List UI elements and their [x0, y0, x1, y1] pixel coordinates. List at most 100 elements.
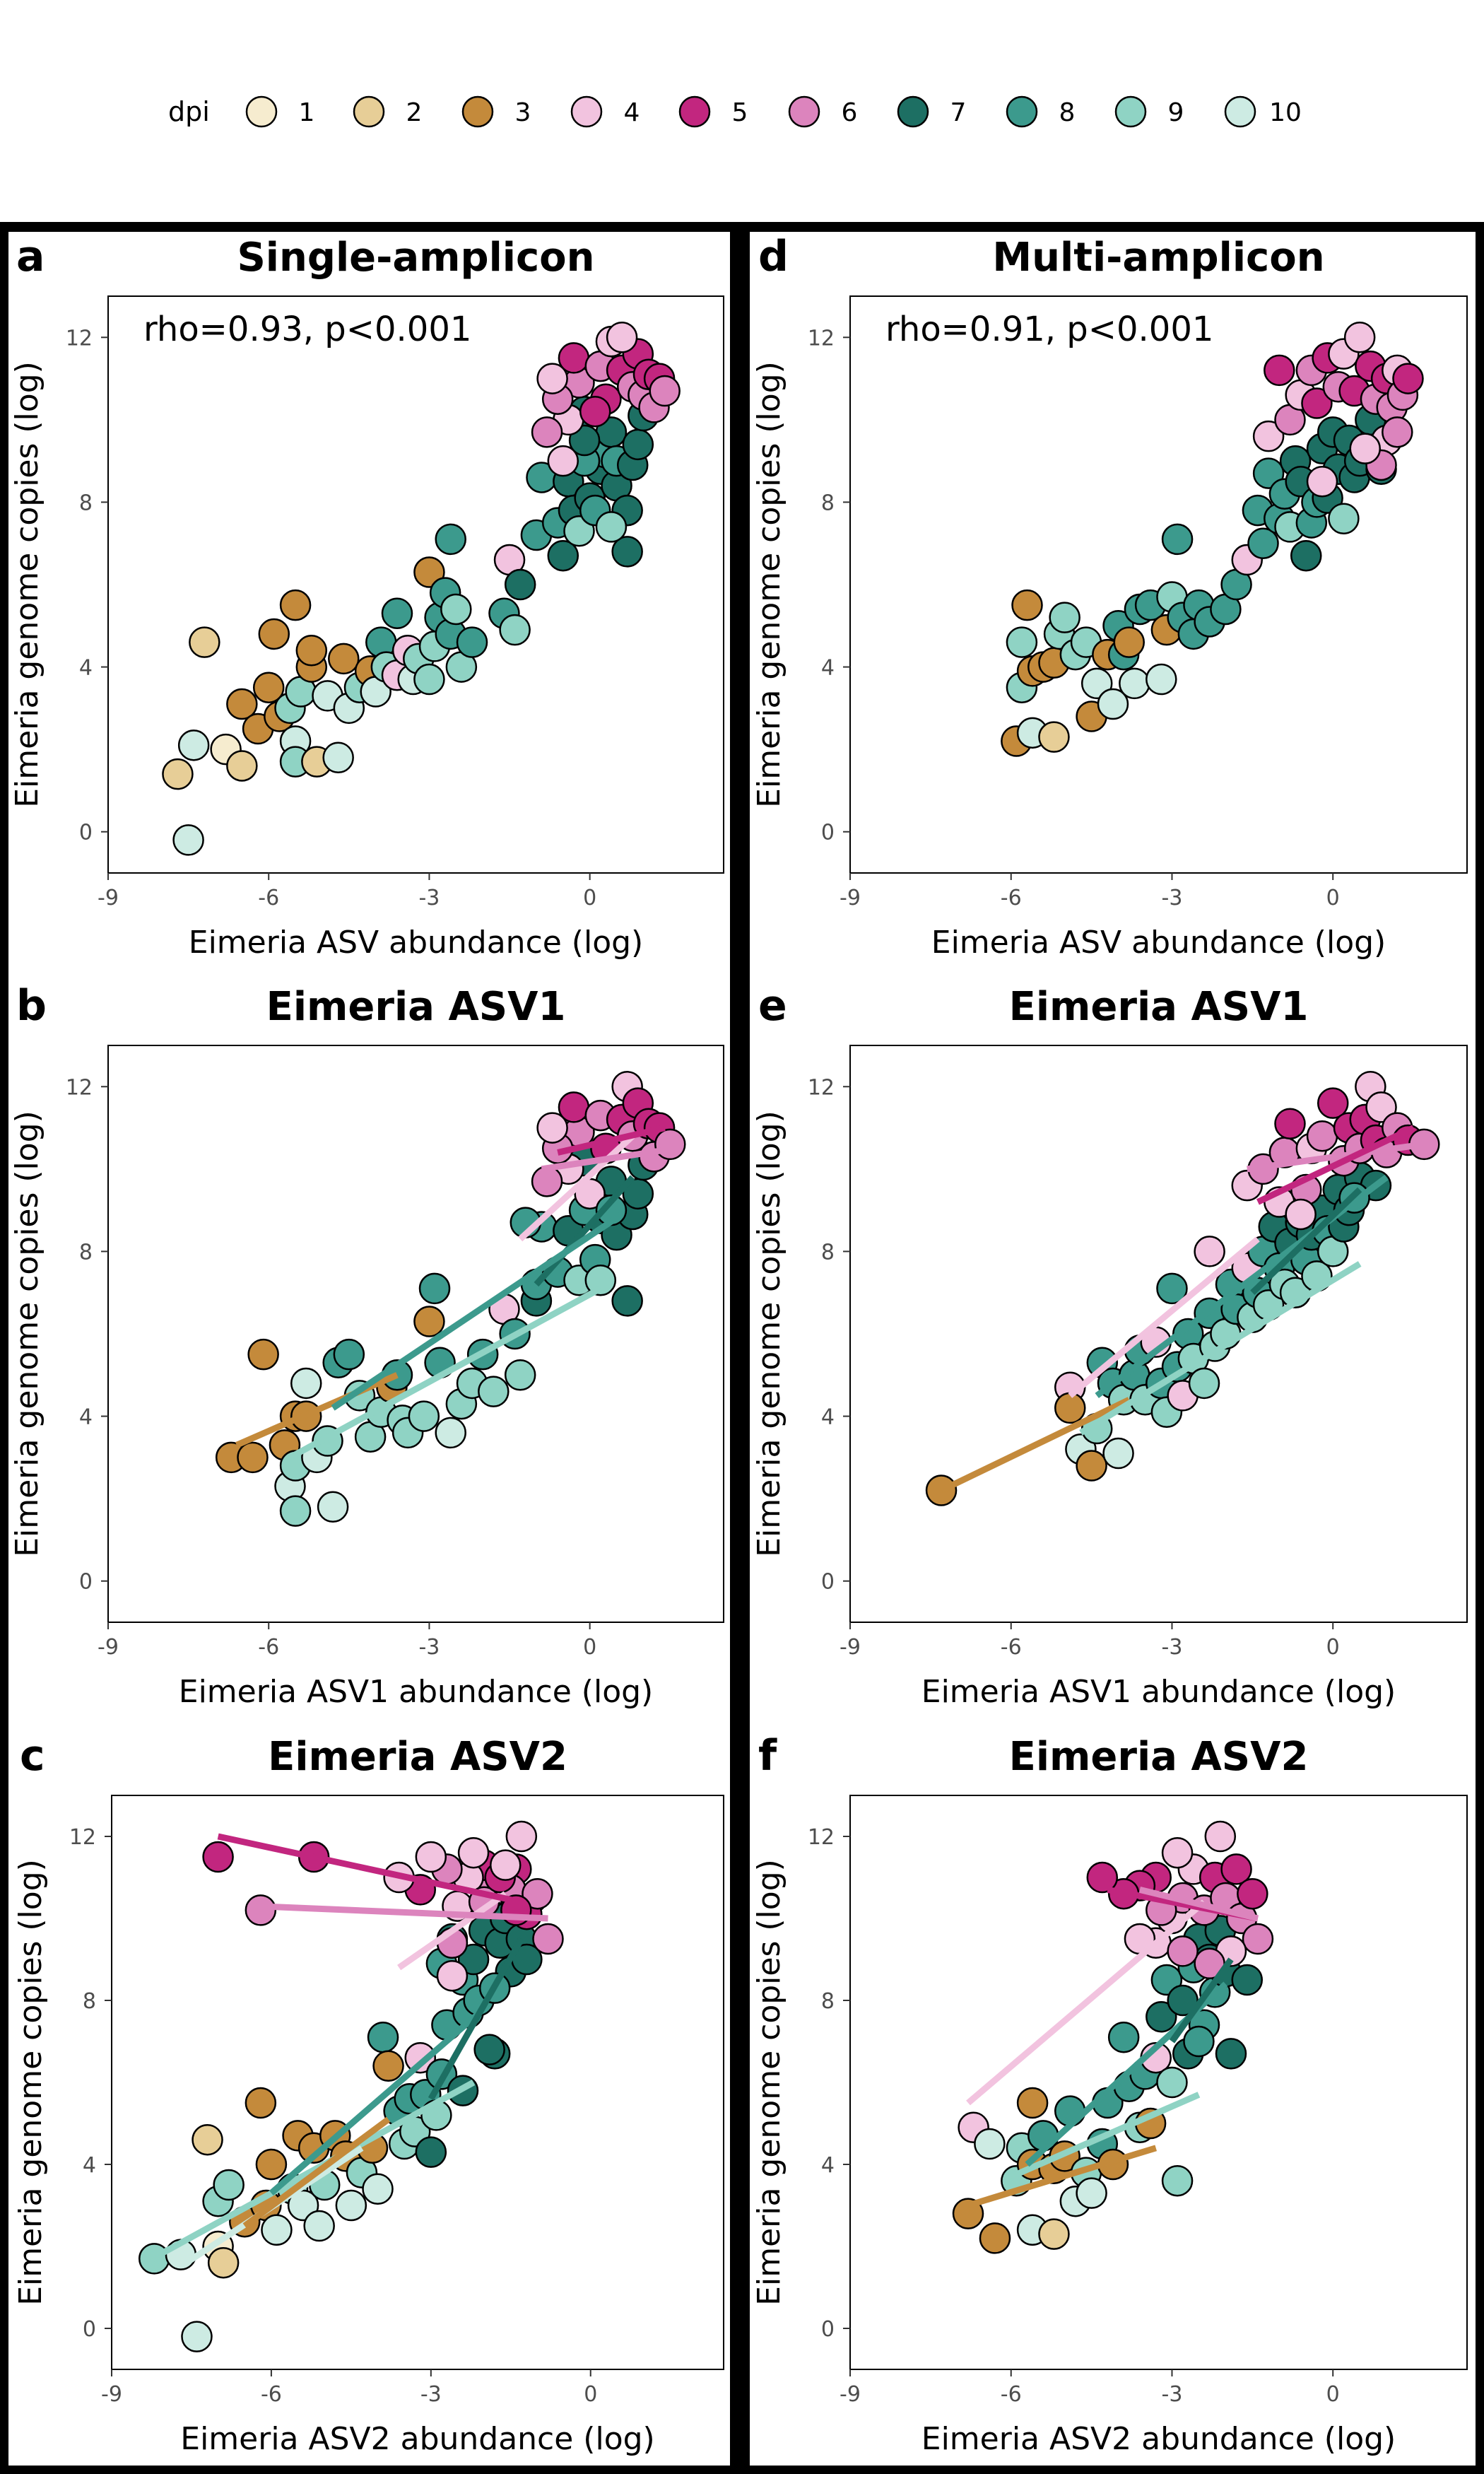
legend-label-dpi-8: 8 [1059, 98, 1076, 127]
data-point-dpi-7 [1231, 1964, 1264, 1996]
fit-line-dpi-7 [1169, 1957, 1234, 2044]
data-point-dpi-8 [435, 523, 466, 556]
data-point-dpi-3 [295, 635, 328, 667]
annotation-d: rho=0.91, p<0.001 [885, 310, 1213, 349]
data-point-dpi-4 [1161, 1836, 1194, 1869]
x-tick-label: 0 [1326, 2382, 1340, 2407]
annotation-a: rho=0.93, p<0.001 [143, 310, 471, 349]
fit-line-dpi-6 [541, 1145, 676, 1173]
data-point-dpi-10 [1146, 663, 1177, 696]
panel-d: Multi-amplicon d -9 -6 -3 0 0 4 8 12 Eimeria ASV a… [751, 232, 1468, 961]
x-tick-label: -9 [101, 2382, 122, 2407]
x-tick-label: 0 [1326, 886, 1340, 910]
data-point-dpi-9 [595, 511, 628, 543]
y-tick-label: 8 [821, 1989, 835, 2014]
x-tick-label: -6 [258, 1635, 279, 1660]
x-tick-label: 0 [584, 2382, 597, 2407]
data-point-dpi-8 [333, 1338, 365, 1371]
legend-key-dpi-8 [1006, 95, 1038, 128]
data-point-dpi-10 [303, 2210, 335, 2242]
data-point-dpi-5 [1237, 1877, 1268, 1910]
data-point-dpi-2 [207, 2246, 240, 2279]
data-point-dpi-10 [290, 1367, 322, 1400]
data-point-dpi-3 [413, 556, 445, 588]
y-tick-label: 12 [808, 1825, 835, 1850]
x-tick-label: -3 [420, 2382, 442, 2407]
data-point-dpi-3 [1076, 1450, 1107, 1482]
data-point-dpi-3 [245, 2087, 277, 2119]
fit-line-dpi-9 [288, 1285, 602, 1460]
panel-letter-d: d [758, 232, 789, 281]
data-point-dpi-4 [404, 2041, 437, 2074]
data-point-dpi-10 [335, 2189, 367, 2222]
data-point-dpi-3 [413, 1306, 445, 1337]
data-point-dpi-7 [568, 424, 601, 457]
data-point-dpi-9 [1156, 2066, 1188, 2099]
y-axis-label-a: Eimeria genome copies (log) [9, 361, 45, 808]
x-axis-label-a: Eimeria ASV abundance (log) [189, 925, 643, 961]
x-axis-label-b: Eimeria ASV1 abundance (log) [179, 1674, 653, 1710]
data-point-dpi-4 [536, 1112, 568, 1144]
data-point-dpi-8 [1247, 527, 1279, 559]
data-point-dpi-5 [1264, 354, 1295, 387]
panels: Single-amplicon a -9 -6 -3 0 0 4 8 12 Eimeria ASV … [9, 232, 1468, 2457]
data-point-dpi-5 [1301, 387, 1333, 419]
x-axis-label-c: Eimeria ASV2 abundance (log) [180, 2421, 654, 2457]
x-tick-label: -3 [1162, 886, 1183, 910]
legend-key-dpi-3 [461, 95, 494, 128]
panel-b: Eimeria ASV1 b -9 -6 -3 0 0 4 8 12 Eimeria ASV1 ab… [9, 981, 724, 1710]
x-tick-label: -6 [1001, 886, 1022, 910]
legend-label-dpi-7: 7 [950, 98, 967, 127]
data-point-dpi-4 [1365, 1091, 1397, 1123]
y-tick-label: 0 [83, 2317, 96, 2342]
x-tick-label: 0 [583, 886, 596, 910]
x-tick-label: -6 [1001, 2382, 1022, 2407]
y-tick-label: 4 [79, 1405, 93, 1430]
fit-line-dpi-8 [269, 2006, 487, 2196]
data-point-dpi-4 [436, 1959, 469, 1992]
panel-title-d: Multi-amplicon [992, 235, 1324, 281]
data-point-dpi-2 [226, 750, 258, 782]
data-point-dpi-10 [435, 1417, 466, 1449]
x-tick-label: -9 [98, 886, 119, 910]
data-point-dpi-9 [1049, 602, 1080, 633]
right-column-border [740, 222, 1484, 2474]
x-tick-label: -6 [261, 2382, 282, 2407]
y-axis-label-c: Eimeria genome copies (log) [13, 1859, 49, 2306]
y-tick-label: 12 [66, 1075, 93, 1100]
legend-label-dpi-10: 10 [1269, 98, 1302, 127]
legend-key-dpi-6 [788, 95, 820, 128]
panel-letter-f: f [758, 1731, 777, 1781]
data-point-dpi-3 [1113, 626, 1145, 658]
fit-line-dpi-9 [1079, 1261, 1362, 1436]
data-point-dpi-9 [478, 1376, 510, 1407]
panel-title-b: Eimeria ASV1 [266, 984, 566, 1030]
y-axis-label-e: Eimeria genome copies (log) [751, 1110, 787, 1557]
data-point-dpi-4 [1343, 322, 1376, 353]
data-point-dpi-8 [367, 2021, 399, 2053]
y-tick-label: 12 [808, 326, 835, 351]
x-tick-label: -3 [1162, 2382, 1183, 2407]
panel-title-c: Eimeria ASV2 [268, 1734, 567, 1780]
data-point-dpi-5 [1317, 1087, 1349, 1119]
legend-title: dpi [168, 96, 210, 127]
data-point-dpi-10 [322, 741, 354, 774]
legend: dpi 1 2 3 4 5 6 7 8 9 10 [168, 95, 1302, 128]
legend-label-dpi-4: 4 [624, 98, 640, 127]
x-axis-label-e: Eimeria ASV1 abundance (log) [921, 1674, 1396, 1710]
data-point-dpi-2 [192, 2123, 223, 2156]
data-point-dpi-4 [1306, 466, 1338, 498]
y-tick-label: 8 [821, 1240, 835, 1265]
data-point-dpi-6 [532, 1923, 564, 1955]
y-tick-label: 0 [79, 821, 93, 845]
y-tick-label: 4 [821, 656, 835, 681]
y-tick-label: 0 [79, 1570, 93, 1595]
panel-title-a: Single-amplicon [237, 235, 594, 281]
data-point-dpi-7 [1167, 1984, 1199, 2017]
x-tick-label: -9 [840, 1635, 861, 1660]
data-point-dpi-7 [1290, 539, 1322, 572]
fit-line-dpi-7 [534, 1175, 635, 1287]
fit-line-dpi-3 [940, 1397, 1131, 1494]
legend-key-dpi-9 [1114, 95, 1147, 128]
panel-letter-b: b [16, 981, 47, 1031]
